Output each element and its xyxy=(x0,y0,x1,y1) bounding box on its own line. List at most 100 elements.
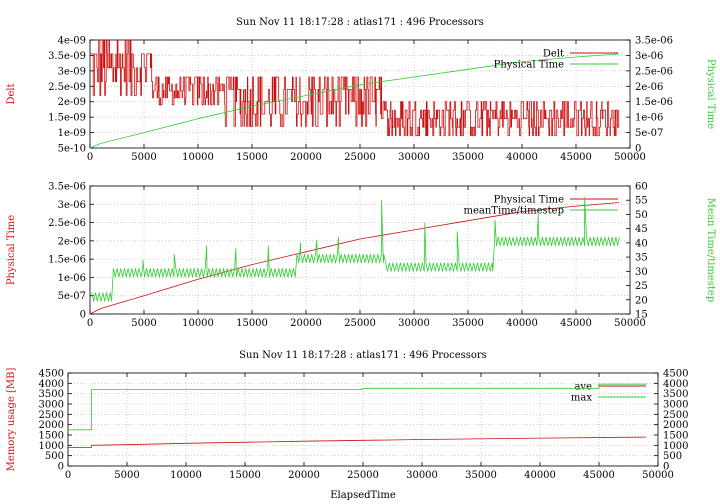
x-tick-label: 0 xyxy=(87,318,93,329)
y-right-tick-label: 2500 xyxy=(663,410,688,421)
x-tick-label: 10000 xyxy=(182,318,214,329)
x-tick-label: 50000 xyxy=(614,318,646,329)
x-tick-label: 15000 xyxy=(229,470,261,481)
y-left-tick-label: 3500 xyxy=(39,389,64,400)
x-tick-label: 45000 xyxy=(560,318,592,329)
x-tick-label: 20000 xyxy=(290,318,322,329)
y-left-tick-label: 0 xyxy=(58,462,64,473)
series-line-physical-time xyxy=(89,53,620,149)
y-right-axis-label: Physical Time xyxy=(705,59,716,129)
x-tick-label: 15000 xyxy=(236,152,268,163)
y-left-tick-label: 5e-07 xyxy=(58,291,86,302)
x-tick-label: 10000 xyxy=(182,152,214,163)
x-tick-label: 0 xyxy=(87,152,93,163)
x-tick-label: 50000 xyxy=(642,470,674,481)
x-tick-label: 30000 xyxy=(398,318,430,329)
y-right-tick-label: 0 xyxy=(663,462,669,473)
x-tick-label: 35000 xyxy=(452,318,484,329)
y-right-tick-label: 1.5e-06 xyxy=(635,97,673,108)
x-tick-label: 15000 xyxy=(236,318,268,329)
x-tick-label: 40000 xyxy=(506,318,538,329)
y-right-tick-label: 60 xyxy=(635,182,648,193)
x-tick-label: 5000 xyxy=(114,470,139,481)
x-tick-label: 40000 xyxy=(506,152,538,163)
y-right-tick-label: 2000 xyxy=(663,420,688,431)
legend-label: Delt xyxy=(543,49,564,60)
series-line-physical-time xyxy=(89,202,620,315)
y-left-tick-label: 1.5e-06 xyxy=(48,255,86,266)
y-right-tick-label: 15 xyxy=(635,310,648,321)
y-left-tick-label: 1.5e-09 xyxy=(48,113,86,124)
y-left-tick-label: 500 xyxy=(45,451,64,462)
x-tick-label: 35000 xyxy=(452,152,484,163)
y-left-tick-label: 4500 xyxy=(39,369,64,380)
y-right-tick-label: 3.5e-06 xyxy=(635,36,673,47)
x-tick-label: 20000 xyxy=(288,470,320,481)
series-line-ave xyxy=(68,436,647,448)
y-left-tick-label: 2e-06 xyxy=(58,236,86,247)
y-right-tick-label: 40 xyxy=(635,238,648,249)
x-tick-label: 25000 xyxy=(347,470,379,481)
y-right-tick-label: 35 xyxy=(635,253,648,264)
y-right-tick-label: 3000 xyxy=(663,400,688,411)
y-left-tick-label: 3e-09 xyxy=(58,66,86,77)
y-right-tick-label: 5e-07 xyxy=(635,128,663,139)
y-left-tick-label: 1e-09 xyxy=(58,128,86,139)
series-line-meantime-timestep xyxy=(91,197,620,302)
y-right-tick-label: 30 xyxy=(635,267,648,278)
chart-title: Sun Nov 11 18:17:28 : atlas171 : 496 Pro… xyxy=(239,350,487,361)
legend-label: Physical Time xyxy=(494,60,564,71)
x-axis-label: ElapsedTime xyxy=(330,490,396,501)
y-right-tick-label: 4000 xyxy=(663,379,688,390)
x-tick-label: 10000 xyxy=(170,470,202,481)
legend-label: ave xyxy=(574,382,592,393)
x-tick-label: 25000 xyxy=(344,318,376,329)
y-left-tick-label: 3.5e-09 xyxy=(48,51,86,62)
y-right-tick-label: 2e-06 xyxy=(635,82,663,93)
y-right-tick-label: 1e-06 xyxy=(635,113,663,124)
x-tick-label: 25000 xyxy=(344,152,376,163)
chart-1: 0 5000 10000 15000 20000 25000 30000 35000 40000… xyxy=(6,17,716,163)
y-right-tick-label: 4500 xyxy=(663,369,688,380)
y-left-tick-label: 2.5e-09 xyxy=(48,82,86,93)
y-left-axis-label: Physical Time xyxy=(6,215,17,285)
y-left-tick-label: 1000 xyxy=(39,441,64,452)
y-right-tick-label: 0 xyxy=(635,144,641,155)
y-left-tick-label: 3.5e-06 xyxy=(48,182,86,193)
x-tick-label: 40000 xyxy=(524,470,556,481)
y-left-tick-label: 2.5e-06 xyxy=(48,218,86,229)
chart-2: 0 5000 10000 15000 20000 25000 30000 35000 40000… xyxy=(6,182,716,330)
chart-3: 0 5000 10000 15000 20000 25000 30000 35000 40000… xyxy=(6,350,688,501)
x-tick-label: 5000 xyxy=(131,152,156,163)
x-tick-label: 50000 xyxy=(614,152,646,163)
y-left-tick-label: 5e-10 xyxy=(58,144,86,155)
legend-label: max xyxy=(571,393,592,404)
x-tick-label: 5000 xyxy=(131,318,156,329)
y-left-tick-label: 3000 xyxy=(39,400,64,411)
y-right-tick-label: 500 xyxy=(663,451,682,462)
y-right-tick-label: 1500 xyxy=(663,431,688,442)
x-tick-label: 30000 xyxy=(406,470,438,481)
x-tick-label: 20000 xyxy=(290,152,322,163)
y-right-axis-label: Mean Time/timestep xyxy=(705,198,716,302)
y-left-tick-label: 4e-09 xyxy=(58,36,86,47)
y-left-tick-label: 2500 xyxy=(39,410,64,421)
y-right-tick-label: 3e-06 xyxy=(635,51,663,62)
y-left-axis-label: Delt xyxy=(6,83,17,104)
y-right-tick-label: 55 xyxy=(635,196,648,207)
legend-label: meanTime/timestep xyxy=(463,206,564,217)
y-right-tick-label: 3500 xyxy=(663,389,688,400)
x-tick-label: 45000 xyxy=(560,152,592,163)
y-right-tick-label: 20 xyxy=(635,295,648,306)
y-left-tick-label: 3e-06 xyxy=(58,200,86,211)
y-left-tick-label: 1500 xyxy=(39,431,64,442)
y-right-tick-label: 1000 xyxy=(663,441,688,452)
y-left-tick-label: 2000 xyxy=(39,420,64,431)
y-left-tick-label: 4000 xyxy=(39,379,64,390)
x-tick-label: 0 xyxy=(65,470,71,481)
x-tick-label: 45000 xyxy=(583,470,615,481)
y-right-tick-label: 50 xyxy=(635,210,648,221)
y-left-axis-label: Memory usage [MB] xyxy=(6,368,17,472)
series-line-max xyxy=(68,383,647,431)
y-right-tick-label: 45 xyxy=(635,224,648,235)
